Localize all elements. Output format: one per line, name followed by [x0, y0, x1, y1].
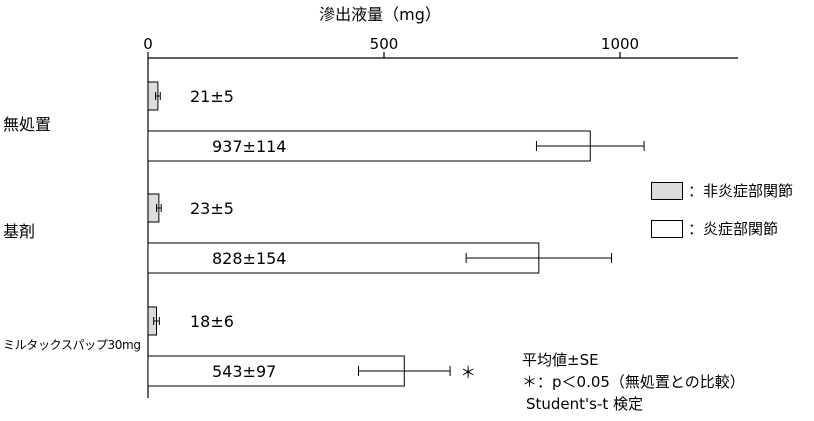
note-mean-se: 平均値±SE — [522, 351, 599, 369]
data-label: 23±5 — [190, 199, 234, 218]
x-tick-label: 500 — [370, 35, 399, 53]
x-tick-label: 0 — [143, 35, 153, 53]
data-label: 18±6 — [190, 312, 234, 331]
category-label: ミルタックスパップ30mg — [3, 338, 141, 352]
x-axis-ticks: 0 500 1000 — [143, 35, 639, 58]
data-label: 21±5 — [190, 87, 234, 106]
bar-inflamed — [147, 130, 591, 162]
note-test-method: Student's-t 検定 — [526, 395, 644, 413]
note-significance: ＊：p＜0.05（無処置との比較） — [522, 373, 745, 391]
legend-swatch-gray — [651, 182, 683, 200]
bars: 21±5 937±114 23±5 828±154 18±6 543±97 ＊ — [147, 81, 645, 387]
x-tick-label: 1000 — [601, 35, 639, 53]
significance-marker: ＊ — [460, 363, 476, 382]
data-label: 543±97 — [212, 362, 276, 381]
category-label: 無処置 — [3, 115, 51, 134]
legend-label-inflamed: ：炎症部関節 — [688, 220, 779, 238]
axes — [147, 57, 738, 398]
x-axis-label: 滲出液量（mg） — [319, 5, 441, 24]
data-label: 937±114 — [212, 137, 286, 156]
legend-label-non-inflamed: ：非炎症部関節 — [688, 182, 794, 200]
data-label: 828±154 — [212, 249, 286, 268]
category-label: 基剤 — [3, 222, 35, 241]
legend-swatch-white — [651, 220, 683, 238]
